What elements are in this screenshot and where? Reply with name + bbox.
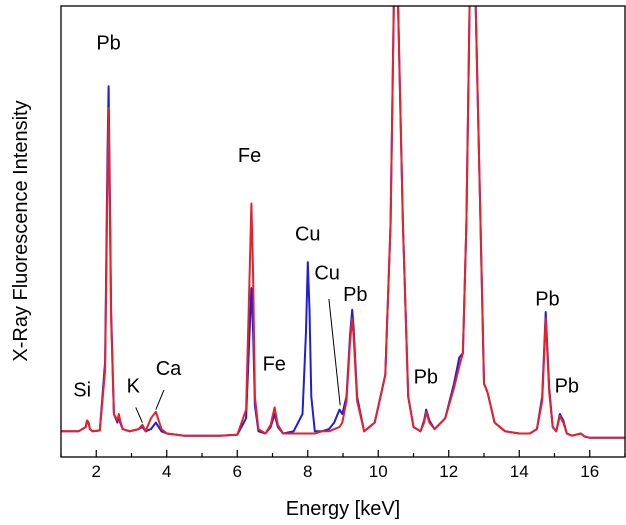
plot-frame [60, 5, 626, 458]
x-tick-label: 2 [92, 462, 101, 481]
peak-label: Pb [96, 32, 120, 54]
label-leader-line [155, 389, 165, 410]
peak-label: Pb [414, 367, 438, 389]
spectrum-line-1 [61, 6, 625, 439]
y-axis-title: X-Ray Fluorescence Intensity [10, 100, 32, 361]
x-axis-ticks: 2 4 6 8 10 12 14 16 [60, 450, 626, 481]
series-layer [61, 6, 625, 439]
peak-label: Pb [555, 375, 579, 397]
peak-annotations: PbSiKCaFeFeCuCuPbPbPbPbPbPb [73, 32, 579, 423]
peak-label: Pb [535, 288, 559, 310]
label-leader-line [135, 407, 143, 423]
x-tick-label: 6 [233, 462, 242, 481]
peak-label: Cu [314, 262, 340, 284]
x-tick-label: 10 [369, 462, 388, 481]
x-tick-label: 8 [303, 462, 312, 481]
x-tick-label: 12 [439, 462, 458, 481]
spectrum-line-2 [61, 6, 625, 439]
peak-label: Si [73, 380, 91, 402]
peak-label: Cu [295, 223, 321, 245]
peak-label: Pb [343, 284, 367, 306]
x-axis-title: Energy [keV] [286, 498, 401, 520]
peak-label: Fe [238, 145, 261, 167]
peak-label: K [127, 375, 141, 397]
peak-label: Fe [263, 354, 286, 376]
x-tick-label: 14 [510, 462, 529, 481]
label-leader-line [328, 298, 341, 406]
x-tick-label: 16 [580, 462, 599, 481]
x-tick-label: 4 [162, 462, 171, 481]
peak-label: Ca [156, 358, 182, 380]
